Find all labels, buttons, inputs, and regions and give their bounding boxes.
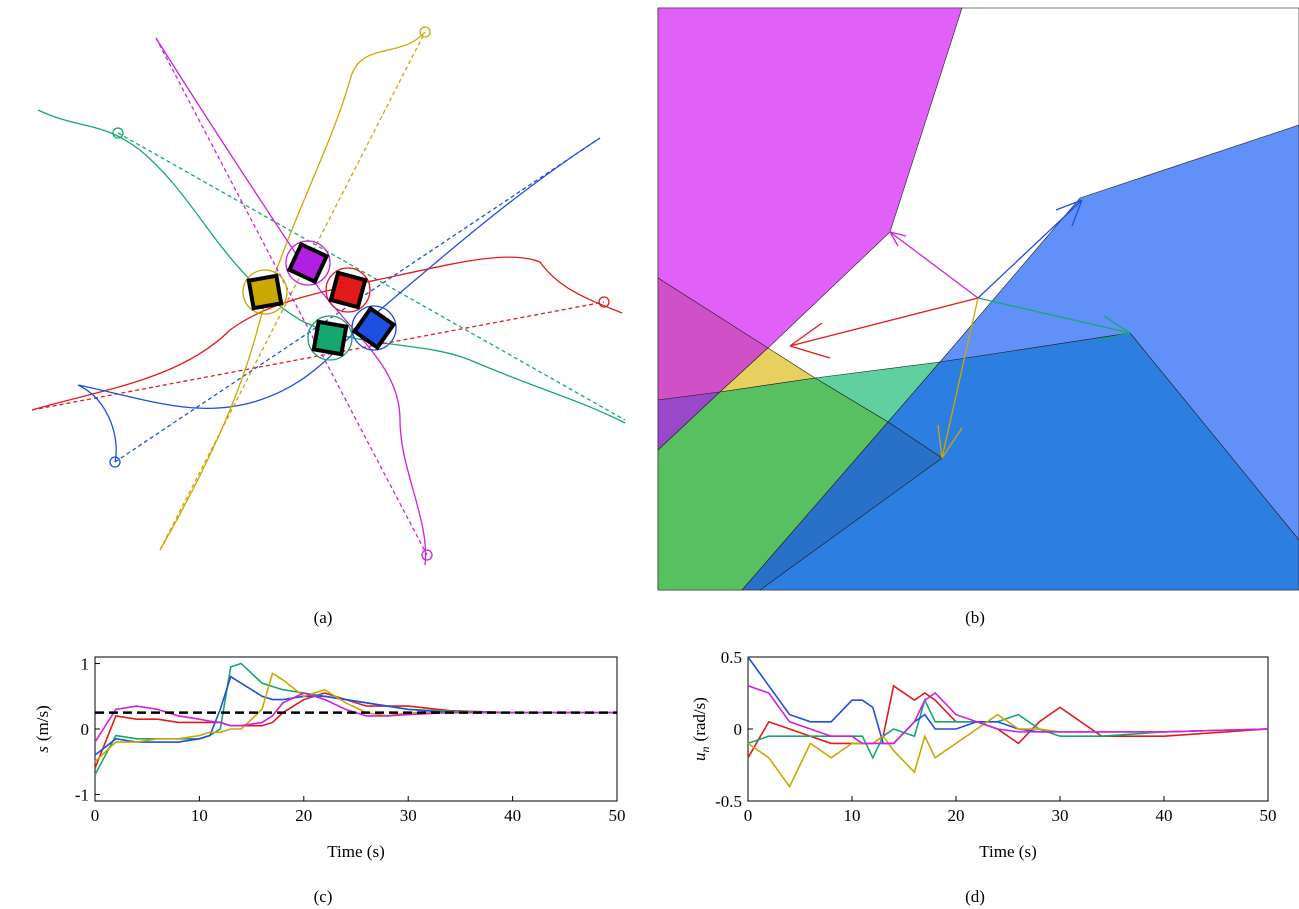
x-tick-label: 10 [844, 806, 861, 825]
y-axis-symbol: u [690, 752, 709, 761]
figure: (a) (b) (c) (d) 01020304050-101Time (s)s… [0, 0, 1299, 909]
line-series [95, 693, 617, 742]
x-tick-label: 50 [609, 806, 626, 825]
x-axis-label: Time (s) [979, 842, 1036, 861]
x-tick-label: 30 [400, 806, 417, 825]
y-axis-symbol: s [33, 746, 52, 753]
line-series [95, 693, 617, 768]
line-series [95, 673, 617, 761]
caption: (b) [965, 608, 985, 627]
y-tick-label: 0 [81, 720, 90, 739]
y-axis-label: s (m/s) [33, 705, 52, 753]
y-axis-label: un (rad/s) [690, 697, 712, 761]
y-axis-unit: (rad/s) [690, 697, 709, 741]
plot-frame [748, 657, 1268, 801]
page: (a) (b) (c) (d) 01020304050-101Time (s)s… [0, 0, 1299, 909]
x-tick-label: 40 [504, 806, 521, 825]
plot-frame [95, 657, 617, 801]
y-tick-label: -1 [75, 785, 89, 804]
panel-a [32, 27, 625, 565]
x-tick-label: 30 [1052, 806, 1069, 825]
line-series [95, 664, 617, 775]
caption: (a) [314, 608, 333, 627]
panel-b [658, 8, 1299, 590]
x-tick-label: 20 [295, 806, 312, 825]
x-tick-label: 10 [191, 806, 208, 825]
line-series [95, 677, 617, 756]
x-tick-label: 20 [948, 806, 965, 825]
y-tick-label: -0.5 [715, 792, 742, 811]
y-tick-label: 0 [734, 720, 743, 739]
x-tick-label: 50 [1260, 806, 1277, 825]
x-tick-label: 0 [744, 806, 753, 825]
y-axis-unit: (m/s) [33, 705, 52, 741]
x-tick-label: 0 [91, 806, 100, 825]
caption: (c) [314, 887, 333, 906]
line-series [748, 700, 1268, 758]
x-axis-label: Time (s) [327, 842, 384, 861]
y-tick-label: 0.5 [721, 648, 742, 667]
caption: (d) [965, 887, 985, 906]
y-axis-subscript: n [698, 746, 712, 752]
y-tick-label: 1 [81, 655, 90, 674]
x-tick-label: 40 [1156, 806, 1173, 825]
